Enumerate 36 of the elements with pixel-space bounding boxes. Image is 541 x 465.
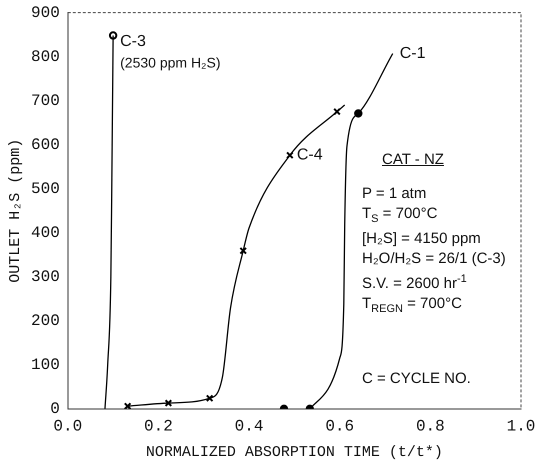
y-tick-label: 600 (30, 136, 60, 154)
x-tick-label: 1.0 (506, 418, 536, 436)
y-tick-label: 800 (30, 48, 60, 66)
annotation: S.V. = 2600 hr$^{-1}$ (362, 272, 468, 294)
point (206, 394, 214, 402)
series-label: C-4 (296, 146, 323, 164)
annotation: C = CYCLE NO. (362, 369, 472, 389)
annotation: T$_{REGN}$ = 700°C (362, 294, 463, 317)
y-tick-label: 0 (50, 400, 60, 418)
annotation: CAT - NZ (382, 150, 445, 170)
y-tick-label: 900 (30, 4, 60, 22)
point (164, 399, 172, 407)
y-tick-label: 500 (30, 180, 60, 198)
series-label: C-1 (400, 44, 426, 62)
x-tick-label: 0.2 (144, 418, 173, 436)
point (333, 108, 341, 116)
x-tick-label: 0.0 (53, 418, 82, 436)
line-series (126, 104, 346, 407)
x-tick-label: 0.4 (234, 418, 264, 436)
y-tick-label: 200 (30, 312, 60, 330)
y-tick-label: 300 (30, 268, 60, 286)
annotation: [H₂S] = 4150 ppm (362, 229, 482, 249)
x-tick-label: 0.8 (416, 418, 445, 436)
y-tick-label: 100 (30, 356, 60, 374)
annotation: H₂O/H₂S = 26/1 (C-3) (362, 249, 506, 269)
series-label: C-3 (120, 32, 146, 50)
y-axis-title: OUTLET H₂S (ppm) (6, 138, 24, 283)
annotation: P = 1 atm (362, 184, 428, 204)
y-tick-label: 700 (30, 92, 60, 110)
y-tick-label: 400 (30, 224, 60, 242)
x-axis-title: NORMALIZED ABSORPTION TIME (t/t*) (146, 444, 443, 461)
point (239, 246, 248, 255)
annotation: (2530 ppm H₂S) (120, 54, 220, 70)
x-tick-label: 0.6 (325, 418, 354, 436)
annotation: T$_{S}$ = 700°C (362, 204, 438, 227)
point (286, 151, 294, 160)
